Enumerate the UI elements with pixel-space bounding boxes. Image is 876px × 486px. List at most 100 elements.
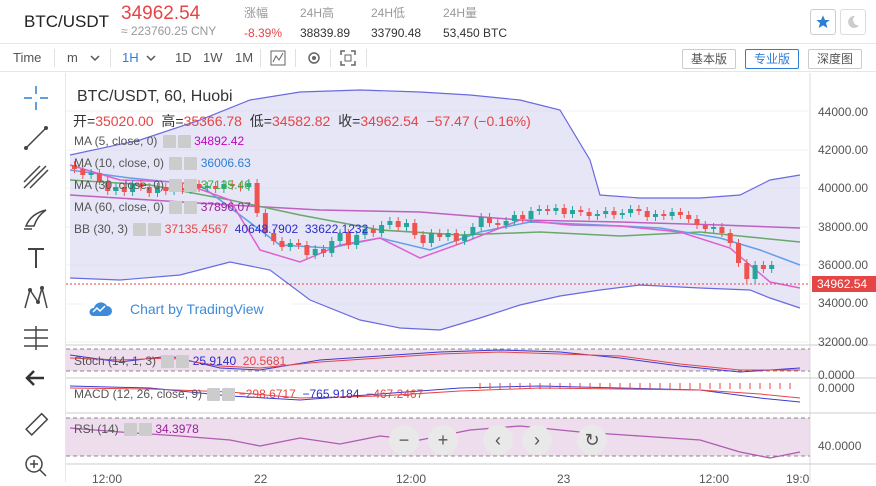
measure-icon[interactable] — [20, 322, 52, 354]
ma60-legend[interactable]: MA (60, close, 0) 37896.07 — [74, 200, 251, 215]
trend-line-icon[interactable] — [20, 122, 52, 154]
rsi-legend[interactable]: RSI (14) 34.3978 — [74, 422, 199, 437]
watermark-text: Chart by TradingView — [130, 301, 264, 317]
depth-chart-button[interactable]: 深度图 — [808, 49, 863, 69]
close-icon[interactable] — [184, 179, 198, 193]
settings-icon[interactable] — [169, 201, 183, 215]
candle-body — [686, 215, 692, 219]
mode-pro-button[interactable]: 专业版 — [745, 49, 800, 69]
candle-body — [520, 215, 526, 219]
ma10-legend[interactable]: MA (10, close, 0) 36006.63 — [74, 156, 251, 171]
candle-body — [462, 235, 468, 241]
pair-name: BTC/USDT — [24, 12, 109, 31]
theme-toggle-button[interactable] — [840, 9, 866, 35]
time-button[interactable]: Time — [13, 50, 42, 65]
candle-body — [279, 241, 285, 247]
ma30-legend[interactable]: MA (30, close, 0) 37135.46 — [74, 178, 251, 193]
close-icon[interactable] — [184, 201, 198, 215]
stat-change: 涨幅 -8.39% — [244, 6, 283, 40]
candle-body — [428, 233, 434, 243]
settings-icon[interactable] — [306, 50, 322, 66]
candle-body — [329, 241, 335, 253]
candle-body — [760, 265, 766, 269]
x-tick: 12:00 — [699, 472, 730, 486]
candle-body — [254, 183, 260, 213]
candle-body — [163, 187, 169, 191]
macd-signal-line — [69, 387, 801, 399]
close-icon[interactable] — [148, 223, 162, 237]
interval-1m[interactable]: 1M — [235, 50, 254, 65]
ruler-icon[interactable] — [20, 409, 52, 441]
macd-y-tick: 0.0000 — [818, 381, 855, 395]
candle-body — [387, 221, 393, 225]
bb-legend[interactable]: BB (30, 3) 37135.4567 40648.7902 33622.1… — [74, 222, 369, 237]
zoom-in-button[interactable]: + — [428, 425, 458, 455]
candle-body — [744, 263, 750, 279]
candle-body — [453, 233, 459, 241]
chevron-down-icon — [90, 55, 100, 62]
back-arrow-icon[interactable] — [20, 362, 52, 394]
candle-body — [669, 212, 675, 216]
chevron-right-icon: › — [534, 429, 540, 450]
settings-icon[interactable] — [207, 388, 221, 402]
x-tick: 22 — [254, 472, 268, 486]
reset-chart-button[interactable]: ↻ — [577, 425, 607, 455]
candle-body — [578, 210, 584, 212]
pattern-icon[interactable] — [20, 282, 52, 314]
zoom-in-icon[interactable] — [20, 450, 52, 482]
close-icon[interactable] — [184, 157, 198, 171]
stat-24h-high: 24H高 38839.89 — [300, 6, 351, 40]
settings-icon[interactable] — [169, 157, 183, 171]
candle-body — [362, 229, 368, 235]
tradingview-watermark[interactable]: Chart by TradingView — [82, 292, 292, 326]
settings-icon[interactable] — [169, 179, 183, 193]
macd-legend[interactable]: MACD (12, 26, close, 9) −298.6717 −765.9… — [74, 387, 424, 402]
candle-body — [72, 165, 77, 169]
stoch-legend[interactable]: Stoch (14, 1, 3) 25.9140 20.5681 — [74, 354, 287, 369]
scroll-right-button[interactable]: › — [522, 425, 552, 455]
candle-body — [603, 211, 609, 214]
close-icon[interactable] — [176, 355, 190, 369]
candle-body — [570, 210, 575, 214]
crosshair-icon[interactable] — [20, 82, 52, 114]
candle-body — [80, 169, 86, 175]
settings-icon[interactable] — [161, 355, 175, 369]
settings-icon[interactable] — [162, 135, 176, 149]
candle-body — [719, 227, 725, 233]
candle-body — [238, 186, 243, 188]
close-icon[interactable] — [177, 135, 191, 149]
candle-body — [561, 208, 567, 214]
chart-toolbar: Time m 1H 1D 1W 1M 基本版 专业版 深度图 — [0, 44, 876, 72]
fullscreen-icon[interactable] — [340, 50, 356, 66]
interval-1d[interactable]: 1D — [175, 50, 192, 65]
minute-select[interactable]: m — [67, 50, 78, 65]
pitchfork-icon[interactable] — [20, 162, 52, 194]
candle-body — [503, 221, 509, 225]
interval-1w[interactable]: 1W — [203, 50, 223, 65]
close-icon[interactable] — [139, 423, 153, 437]
indicators-icon[interactable] — [270, 50, 286, 66]
plus-icon: + — [437, 429, 449, 450]
favorite-button[interactable] — [810, 9, 836, 35]
candle-body — [296, 243, 302, 245]
candle-body — [528, 211, 534, 219]
candle-body — [727, 233, 733, 243]
interval-1h[interactable]: 1H — [122, 50, 139, 65]
close-icon[interactable] — [222, 388, 236, 402]
candle-body — [246, 183, 252, 187]
candle-body — [653, 214, 658, 217]
scroll-left-button[interactable]: ‹ — [483, 425, 513, 455]
candle-body — [412, 223, 418, 235]
stat-24h-low: 24H低 33790.48 — [371, 6, 422, 40]
settings-icon[interactable] — [133, 223, 147, 237]
zoom-out-button[interactable]: − — [389, 425, 419, 455]
settings-icon[interactable] — [124, 423, 138, 437]
candle-body — [105, 181, 111, 191]
ma5-legend[interactable]: MA (5, close, 0) 34892.42 — [74, 134, 245, 149]
mode-basic-button[interactable]: 基本版 — [682, 49, 737, 69]
brush-icon[interactable] — [20, 202, 52, 234]
bb-upper-line — [69, 89, 801, 199]
market-header: BTC/USDT 34962.54 ≈ 223760.25 CNY 涨幅 -8.3… — [0, 0, 876, 44]
text-icon[interactable] — [20, 242, 52, 274]
ma5-line — [69, 164, 801, 289]
